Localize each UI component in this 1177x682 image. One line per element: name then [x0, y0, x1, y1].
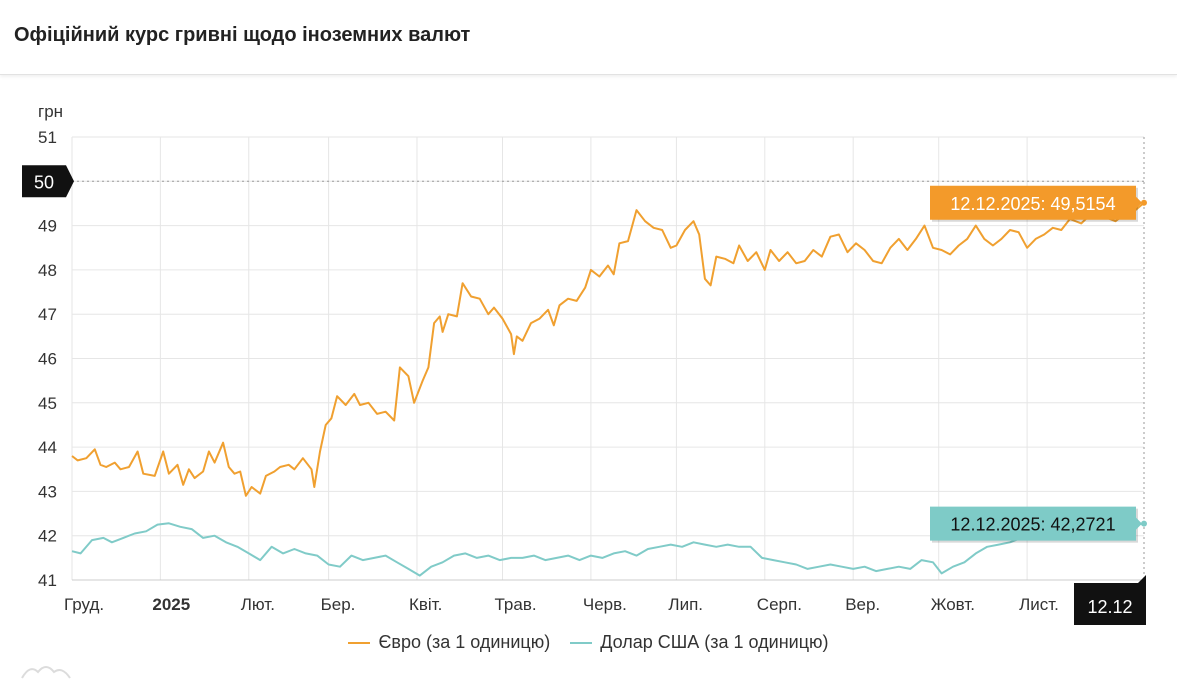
y-tick-label: 41: [38, 571, 57, 590]
x-tick-label: Черв.: [583, 595, 627, 614]
x-tick-label: Вер.: [845, 595, 880, 614]
y-tick-label: 42: [38, 527, 57, 546]
legend-swatch-euro: [348, 641, 371, 644]
x-tick-label: Лют.: [241, 595, 275, 614]
y-tick-label: 48: [38, 261, 57, 280]
legend-label-euro: Євро (за 1 одиницю): [378, 632, 551, 652]
y-axis: 4142434445464748495051: [38, 128, 57, 590]
x-tick-label: Груд.: [64, 595, 104, 614]
x-tick-label: 2025: [152, 595, 190, 614]
euro-tooltip-label: 12.12.2025: 49,5154: [950, 194, 1115, 214]
page-title: Офіційний курс гривні щодо іноземних вал…: [14, 24, 471, 46]
x-tick-label: Трав.: [495, 595, 537, 614]
x-tick-label: Лип.: [668, 595, 703, 614]
crosshair-y-label: 50: [34, 172, 54, 192]
euro-tooltip-box: [930, 185, 1142, 220]
y-tick-label: 43: [38, 482, 57, 501]
grid: [71, 136, 1144, 581]
y-tick-label: 45: [38, 394, 57, 413]
crosshair: 50 12.12 12.12.2025: 49,5154 12.12.2025: 42…: [22, 137, 1147, 625]
page-header: Офіційний курс гривні щодо іноземних вал…: [0, 0, 1177, 75]
euro-line[interactable]: [71, 202, 1145, 497]
usd-tooltip-label: 12.12.2025: 42,2721: [950, 515, 1115, 535]
y-axis-label: грн: [38, 102, 63, 121]
y-tick-label: 47: [38, 305, 57, 324]
y-tick-label: 46: [38, 350, 57, 369]
crosshair-x-label: 12.12: [1087, 597, 1132, 617]
usd-tooltip-marker: [1141, 520, 1147, 527]
brand-logo-icon: [21, 666, 71, 679]
usd-tooltip-box: [930, 506, 1142, 541]
usd-line[interactable]: [71, 521, 1145, 577]
x-tick-label: Лист.: [1019, 595, 1059, 614]
euro-tooltip-marker: [1141, 199, 1147, 206]
legend-label-usd: Долар США (за 1 одиницю): [600, 632, 829, 652]
y-tick-label: 51: [38, 128, 57, 147]
x-tick-label: Серп.: [757, 595, 802, 614]
y-tick-label: 44: [38, 438, 57, 457]
y-tick-label: 49: [38, 217, 57, 236]
x-tick-label: Жовт.: [931, 595, 975, 614]
legend-item-usd[interactable]: Долар США (за 1 одиницю): [570, 632, 829, 653]
series[interactable]: [71, 202, 1145, 577]
legend: Євро (за 1 одиницю) Долар США (за 1 один…: [0, 632, 1177, 653]
legend-swatch-usd: [570, 641, 593, 644]
x-tick-label: Бер.: [321, 595, 356, 614]
legend-item-euro[interactable]: Євро (за 1 одиницю): [348, 632, 550, 653]
crosshair-x-box: [1074, 575, 1146, 625]
x-tick-label: Квіт.: [409, 595, 442, 614]
x-axis: Груд. 2025 Лют. Бер. Квіт. Трав. Черв. Лип. Серп…: [64, 595, 1059, 614]
exchange-rate-chart[interactable]: 41 42 43 44 45 46 47 48 49 50 51 Груд. 2025 Лют. Бер.…: [0, 75, 1177, 632]
crosshair-y-box: [22, 165, 74, 198]
